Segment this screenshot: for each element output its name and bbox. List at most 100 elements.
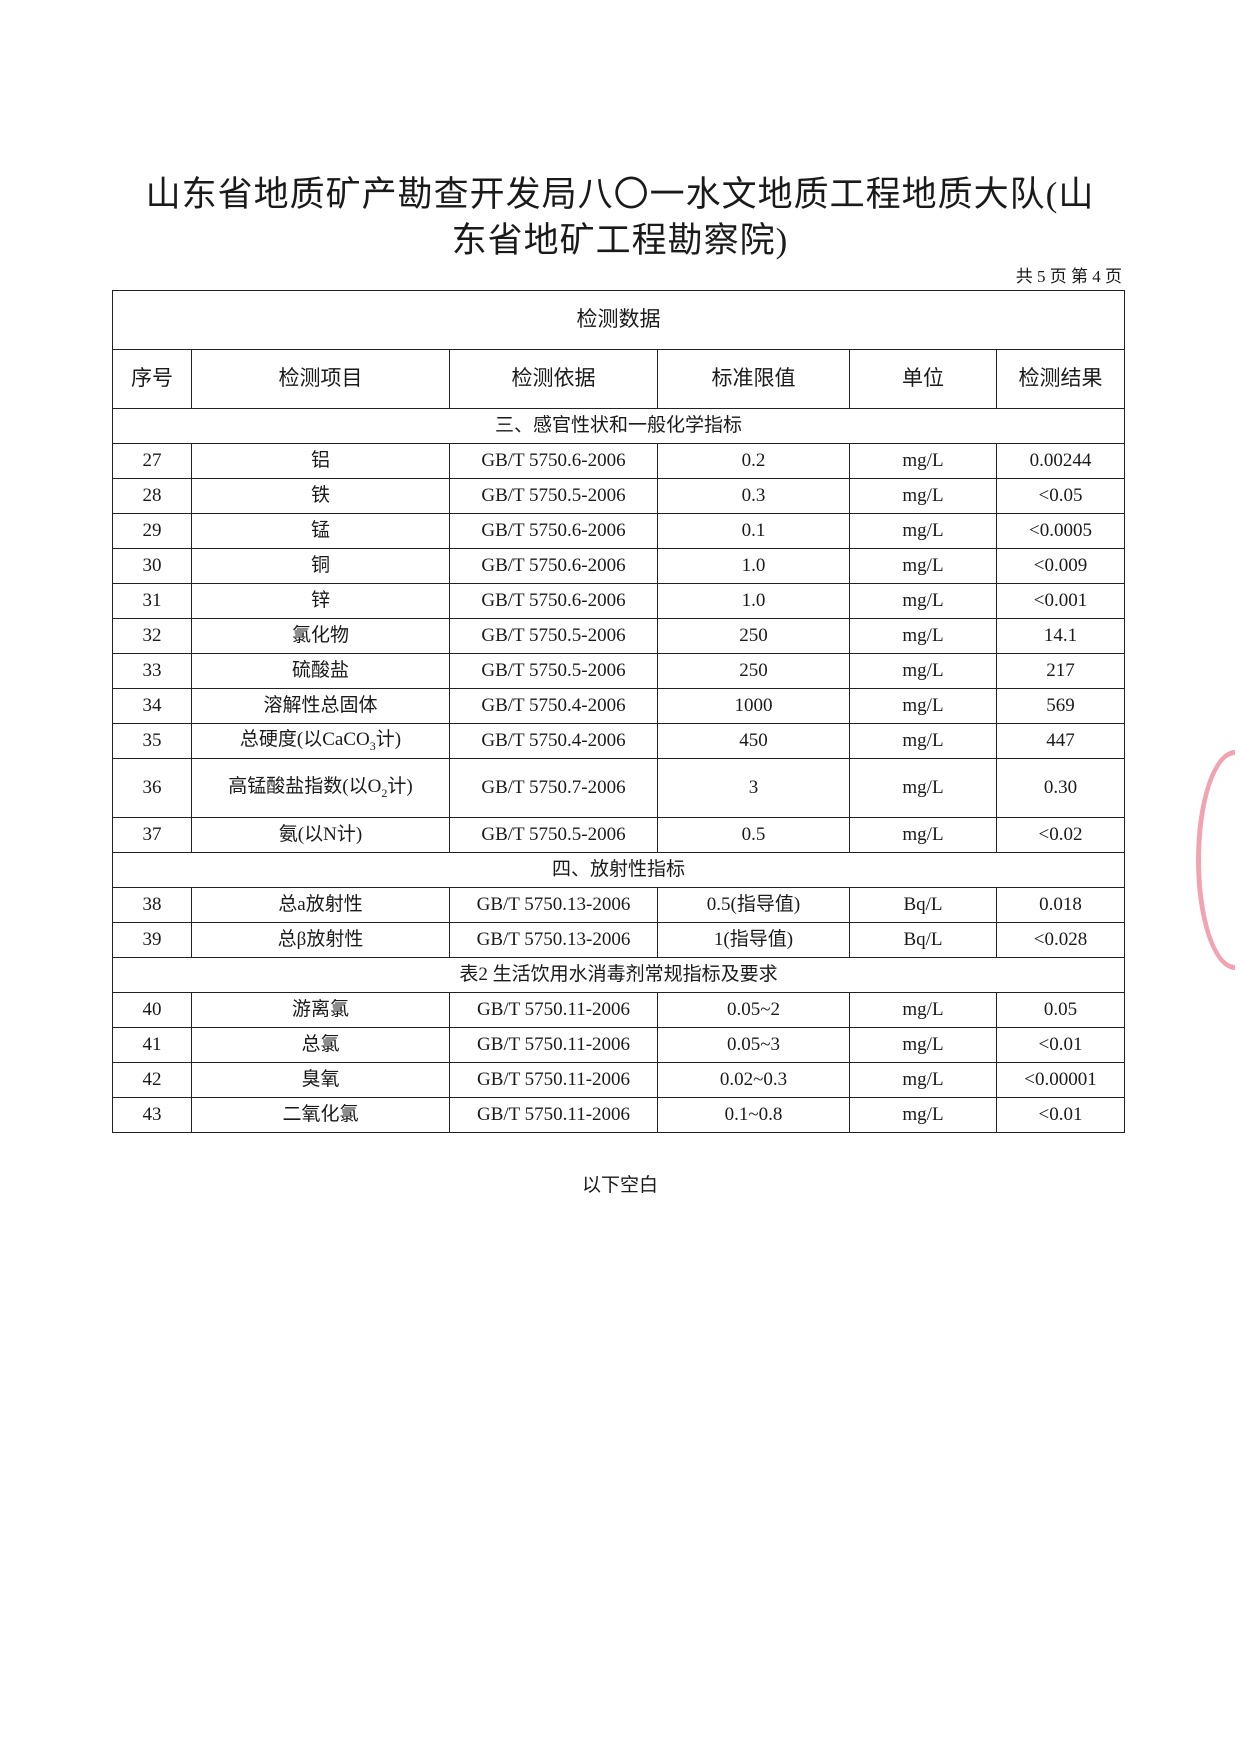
cell-method: GB/T 5750.13-2006	[449, 887, 658, 923]
cell-no: 28	[112, 478, 192, 514]
cell-item: 氯化物	[191, 618, 450, 654]
header-limit: 标准限值	[657, 349, 850, 409]
cell-result: 447	[995, 723, 1126, 759]
cell-item: 铜	[191, 548, 450, 584]
section-title: 四、放射性指标	[111, 852, 1126, 888]
results-table: 检测数据 序号 检测项目 检测依据 标准限值 单位 检测结果 三、感官性状和一般…	[111, 290, 1126, 1133]
cell-result: 569	[995, 688, 1126, 724]
header-method: 检测依据	[449, 349, 658, 409]
cell-result: <0.028	[995, 922, 1126, 958]
cell-item: 游离氯	[191, 992, 450, 1028]
cell-unit: Bq/L	[849, 887, 997, 923]
table-row: 37 氨(以N计) GB/T 5750.5-2006 0.5 mg/L <0.02	[112, 817, 1126, 853]
cell-unit: mg/L	[849, 513, 997, 549]
cell-item: 溶解性总固体	[191, 688, 450, 724]
footer-note: 以下空白	[581, 1175, 658, 1196]
cell-limit: 250	[657, 653, 850, 689]
cell-method: GB/T 5750.5-2006	[449, 618, 658, 654]
cell-unit: mg/L	[849, 478, 997, 514]
table-row: 29 锰 GB/T 5750.6-2006 0.1 mg/L <0.0005	[112, 513, 1126, 549]
cell-result: 217	[995, 653, 1126, 689]
cell-item: 高锰酸盐指数(以O2计)	[191, 758, 450, 818]
cell-no: 35	[112, 723, 192, 759]
table-row: 40 游离氯 GB/T 5750.11-2006 0.05~2 mg/L 0.05	[112, 992, 1126, 1028]
cell-no: 42	[112, 1062, 192, 1098]
section-title: 表2 生活饮用水消毒剂常规指标及要求	[111, 957, 1126, 993]
cell-result: <0.009	[995, 548, 1126, 584]
cell-no: 34	[112, 688, 192, 724]
cell-no: 33	[112, 653, 192, 689]
cell-item: 铁	[191, 478, 450, 514]
cell-limit: 450	[657, 723, 850, 759]
item-subscript: 2	[381, 785, 388, 800]
table-row: 38 总a放射性 GB/T 5750.13-2006 0.5(指导值) Bq/L 0.01…	[112, 887, 1126, 923]
table-row: 28 铁 GB/T 5750.5-2006 0.3 mg/L <0.05	[112, 478, 1126, 514]
cell-unit: mg/L	[849, 1097, 997, 1133]
section-row: 表2 生活饮用水消毒剂常规指标及要求	[111, 957, 1126, 993]
cell-no: 39	[112, 922, 192, 958]
cell-no: 37	[112, 817, 192, 853]
table-row: 30 铜 GB/T 5750.6-2006 1.0 mg/L <0.009	[112, 548, 1126, 584]
cell-no: 43	[112, 1097, 192, 1133]
cell-result: 0.30	[995, 758, 1126, 818]
cell-unit: mg/L	[849, 1027, 997, 1063]
cell-method: GB/T 5750.11-2006	[449, 1062, 658, 1098]
table-row: 32 氯化物 GB/T 5750.5-2006 250 mg/L 14.1	[112, 618, 1126, 654]
cell-result: <0.01	[995, 1027, 1126, 1063]
cell-no: 27	[112, 443, 192, 479]
cell-limit: 1.0	[657, 583, 850, 619]
cell-unit: mg/L	[849, 688, 997, 724]
item-text: 总硬度(以CaCO	[239, 728, 370, 750]
cell-no: 32	[112, 618, 192, 654]
cell-method: GB/T 5750.6-2006	[449, 513, 658, 549]
header-item: 检测项目	[191, 349, 450, 409]
cell-no: 41	[112, 1027, 192, 1063]
cell-method: GB/T 5750.4-2006	[449, 688, 658, 724]
item-tail: 计)	[387, 775, 413, 797]
cell-method: GB/T 5750.5-2006	[449, 653, 658, 689]
cell-method: GB/T 5750.11-2006	[449, 992, 658, 1028]
item-subscript: 3	[369, 738, 376, 753]
table-row: 43 二氧化氯 GB/T 5750.11-2006 0.1~0.8 mg/L <0.01	[112, 1097, 1126, 1133]
item-tail: 计)	[375, 728, 402, 750]
cell-method: GB/T 5750.4-2006	[449, 723, 658, 759]
table-row: 34 溶解性总固体 GB/T 5750.4-2006 1000 mg/L 569	[112, 688, 1126, 724]
cell-unit: mg/L	[849, 583, 997, 619]
cell-unit: Bq/L	[849, 922, 997, 958]
cell-unit: mg/L	[849, 758, 997, 818]
cell-result: <0.05	[995, 478, 1126, 514]
cell-result: 14.1	[995, 618, 1126, 654]
cell-result: <0.02	[995, 817, 1126, 853]
table-row: 27 铝 GB/T 5750.6-2006 0.2 mg/L 0.00244	[112, 443, 1126, 479]
cell-method: GB/T 5750.11-2006	[449, 1097, 658, 1133]
header-unit: 单位	[849, 349, 997, 409]
cell-limit: 250	[657, 618, 850, 654]
cell-no: 30	[112, 548, 192, 584]
cell-result: <0.001	[995, 583, 1126, 619]
cell-unit: mg/L	[849, 548, 997, 584]
cell-method: GB/T 5750.5-2006	[449, 478, 658, 514]
cell-method: GB/T 5750.13-2006	[449, 922, 658, 958]
cell-limit: 0.1~0.8	[657, 1097, 850, 1133]
section-row: 四、放射性指标	[111, 852, 1126, 888]
cell-limit: 0.3	[657, 478, 850, 514]
cell-item: 总β放射性	[191, 922, 450, 958]
table-row: 33 硫酸盐 GB/T 5750.5-2006 250 mg/L 217	[112, 653, 1126, 689]
cell-limit: 3	[657, 758, 850, 818]
cell-item: 铝	[191, 443, 450, 479]
table-title: 检测数据	[111, 290, 1126, 350]
page-info: 共 5 页 第 4 页	[1015, 267, 1122, 286]
table-row: 42 臭氧 GB/T 5750.11-2006 0.02~0.3 mg/L <0.0000…	[112, 1062, 1126, 1098]
cell-unit: mg/L	[849, 992, 997, 1028]
cell-item: 二氧化氯	[191, 1097, 450, 1133]
cell-no: 36	[112, 758, 192, 818]
cell-item: 硫酸盐	[191, 653, 450, 689]
cell-limit: 0.5	[657, 817, 850, 853]
cell-unit: mg/L	[849, 443, 997, 479]
cell-no: 38	[112, 887, 192, 923]
table-row: 41 总氯 GB/T 5750.11-2006 0.05~3 mg/L <0.01	[112, 1027, 1126, 1063]
cell-method: GB/T 5750.6-2006	[449, 443, 658, 479]
cell-result: <0.01	[995, 1097, 1126, 1133]
header-no: 序号	[112, 349, 192, 409]
item-text: 高锰酸盐指数(以O	[228, 775, 382, 797]
